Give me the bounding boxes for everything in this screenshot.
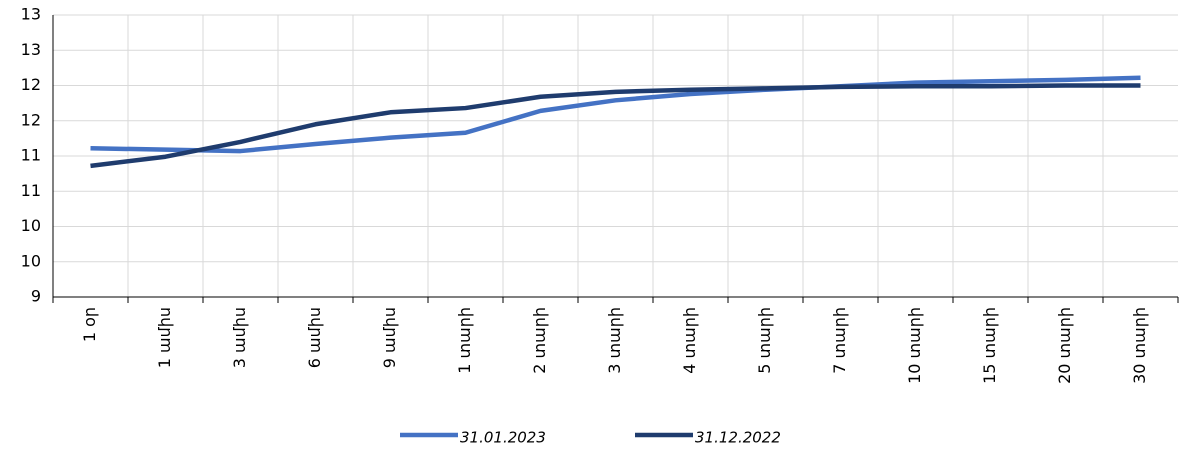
y-tick-label: 12 [21, 110, 41, 129]
x-tick-label: 5 տարի [755, 307, 774, 374]
x-tick-label: 6 ամիս [305, 307, 324, 368]
x-tick-label: 1 ամիս [155, 307, 174, 368]
x-tick-label: 10 տարի [905, 307, 924, 384]
y-tick-label: 13 [21, 5, 41, 24]
y-tick-label: 10 [21, 216, 41, 235]
x-tick-label: 2 տարի [530, 307, 549, 374]
x-tick-label: 3 ամիս [230, 307, 249, 368]
y-tick-label: 10 [21, 251, 41, 270]
y-tick-label: 11 [21, 146, 41, 165]
legend-label: 31.01.2023 [460, 429, 546, 447]
x-tick-label: 30 տարի [1130, 307, 1149, 384]
x-tick-label: 20 տարի [1055, 307, 1074, 384]
series-line [90, 83, 1141, 169]
y-tick-label: 13 [21, 40, 41, 59]
x-tick-label: 1 տարի [455, 307, 474, 374]
y-tick-label: 11 [21, 181, 41, 200]
x-tick-label: 15 տարի [980, 307, 999, 384]
y-tick-label: 12 [21, 75, 41, 94]
legend-label: 31.12.2022 [695, 429, 781, 447]
series-line [90, 75, 1141, 154]
x-tick-label: 4 տարի [680, 307, 699, 374]
x-tick-label: 3 տարի [605, 307, 624, 374]
x-tick-label: 9 ամիս [380, 307, 399, 368]
x-tick-label: 7 տարի [830, 307, 849, 374]
y-tick-label: 9 [31, 287, 41, 306]
x-tick-label: 1 օր [80, 307, 99, 342]
